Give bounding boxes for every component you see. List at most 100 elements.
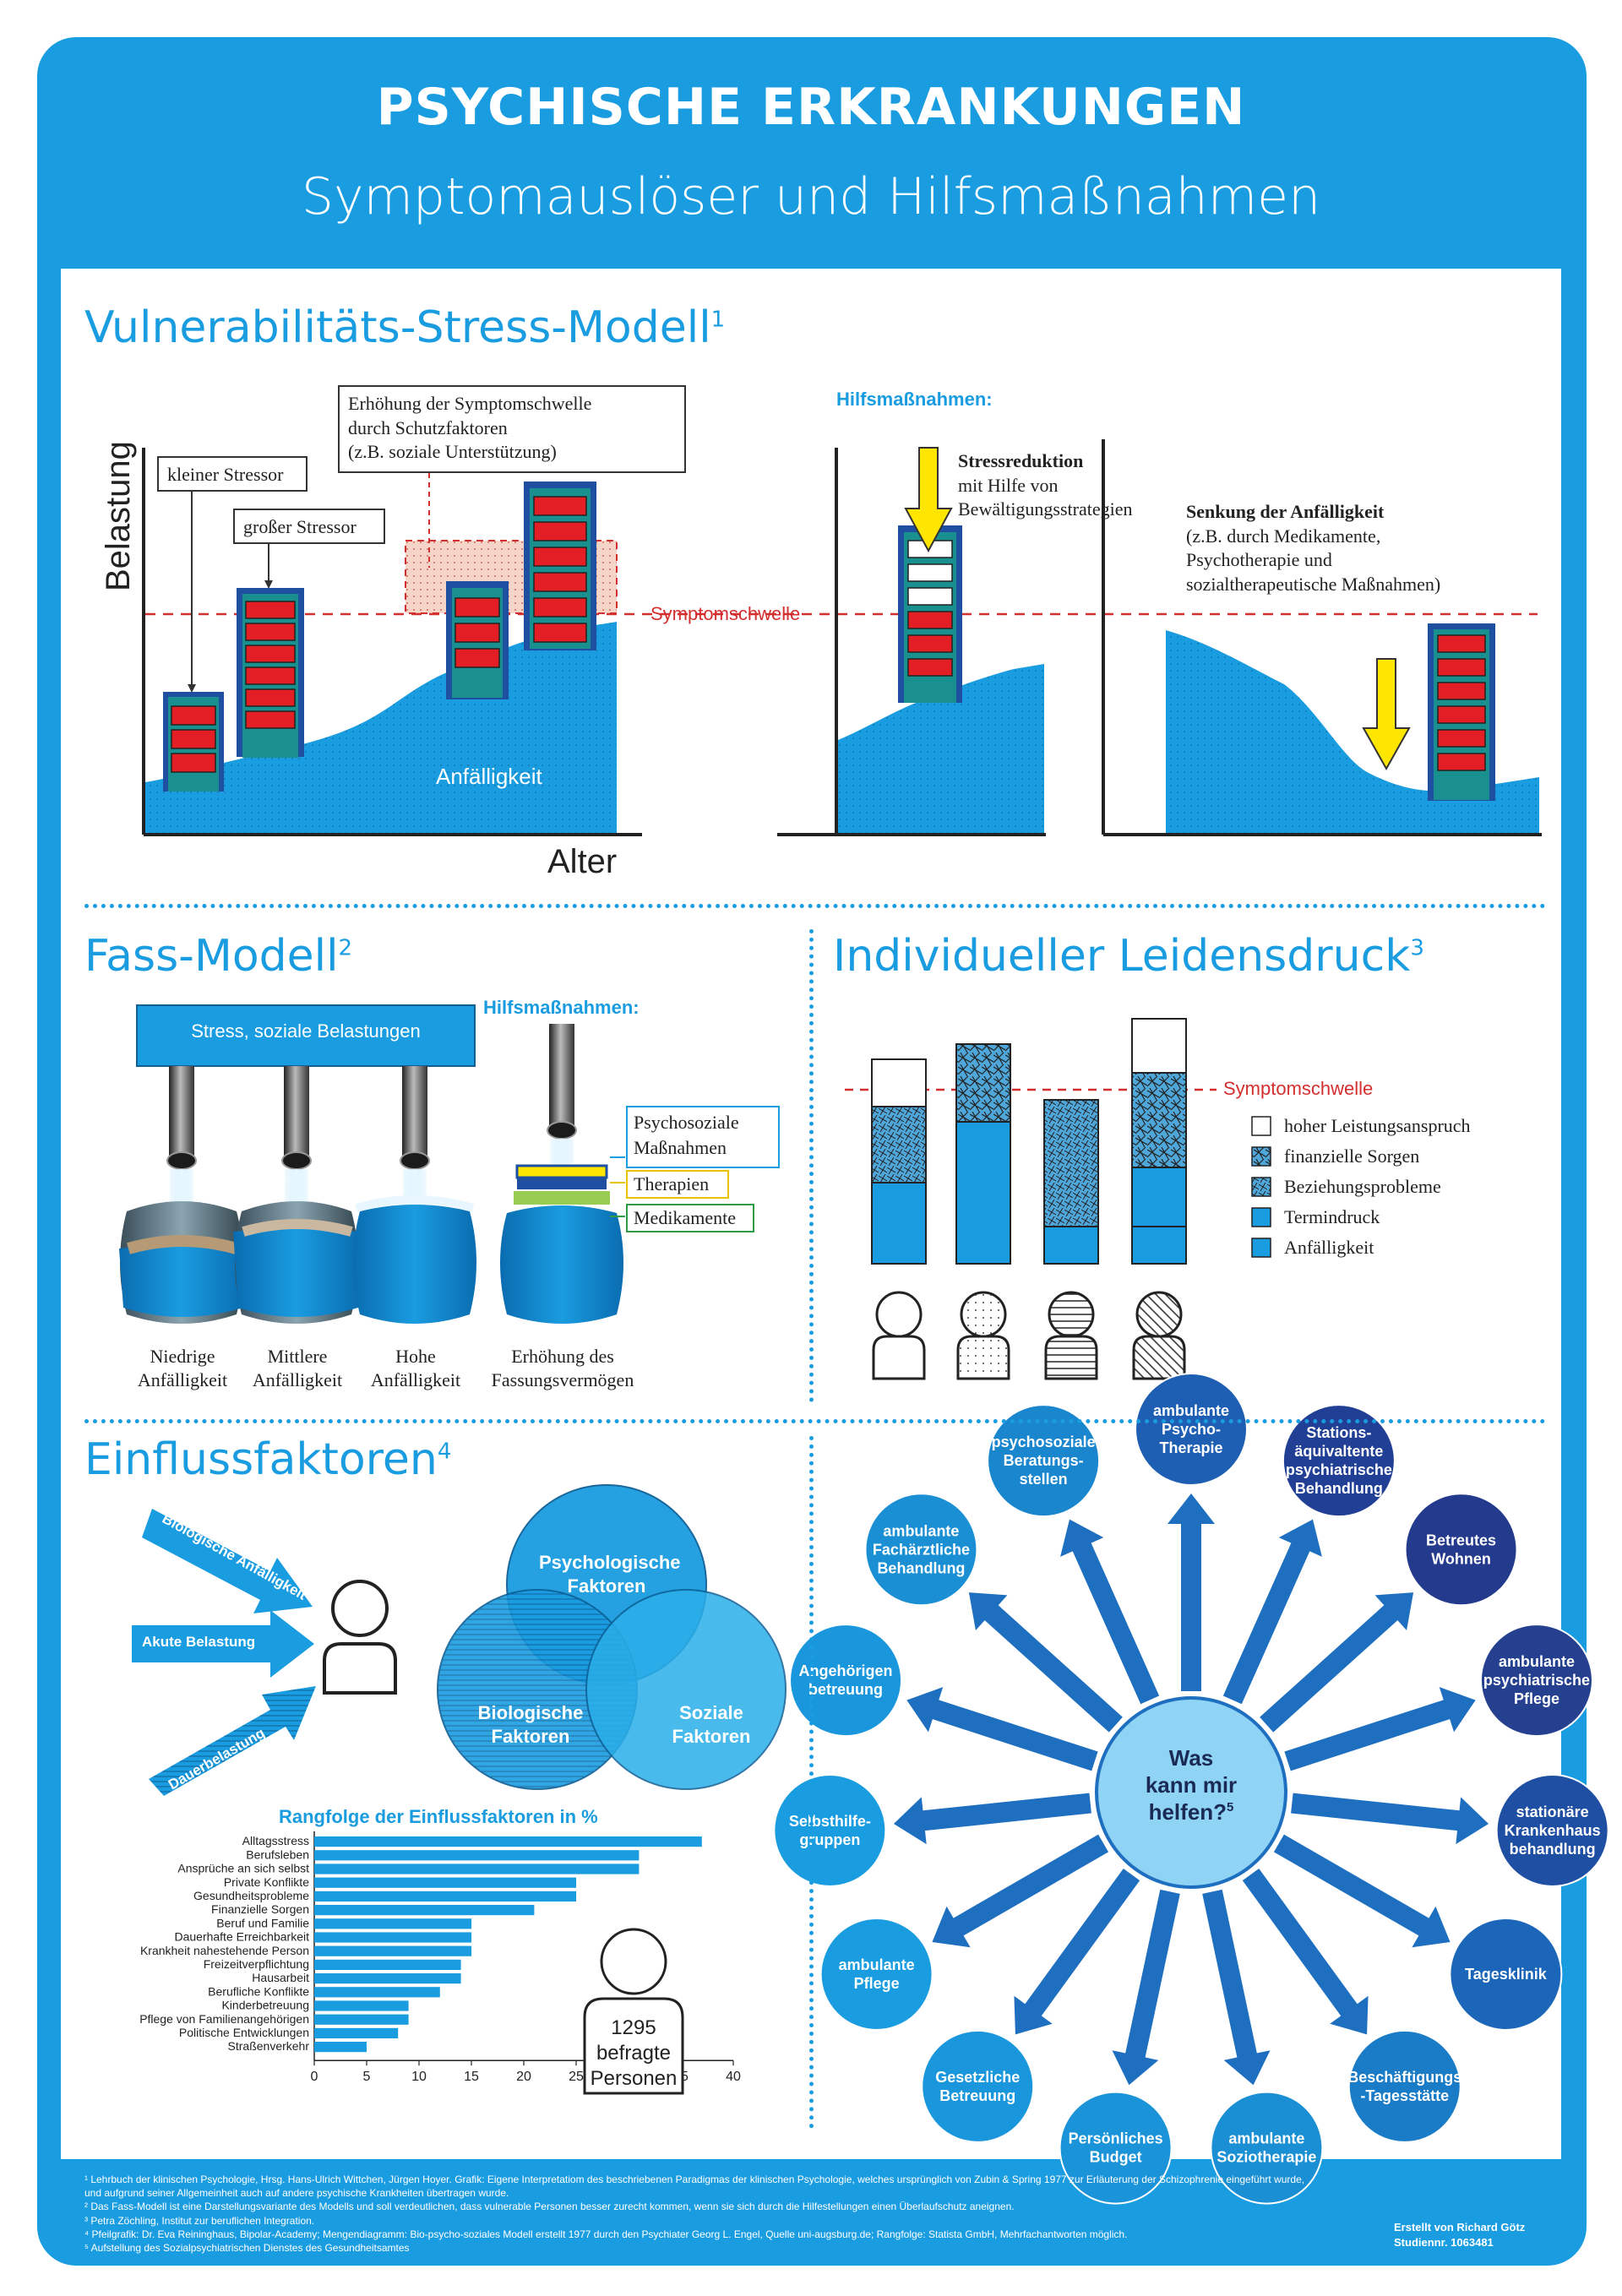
help-arrow [1202,1889,1271,2086]
leid-legend-3: Termindruck [1284,1206,1380,1227]
chart-category-label: Ansprüche an sich selbst [177,1862,309,1875]
help-option-label: Behandlung [877,1559,965,1576]
einfluss-heading: Einflussfaktoren4 [84,1434,451,1485]
lower-vulnerability-line-2: (z.B. durch Medikamente, [1186,525,1381,547]
help-option-label: psychiatrische [1286,1461,1392,1478]
help-option-label: ambulante [1499,1653,1575,1670]
help-option-label: Angehörigen [799,1662,893,1679]
legend-box-meds [626,1204,754,1232]
footnote-5: ⁵ Aufstellung des Sozialpsychiatrischen … [84,2241,410,2254]
help-option-label: äquivaltente [1294,1443,1383,1460]
help-center-label: Was [1169,1745,1214,1771]
help-option-label: Beschäftigungs [1347,2069,1461,2086]
chart-tick-label: 40 [726,2070,741,2084]
help-arrow [1291,1793,1489,1845]
chart-bar [314,2042,367,2053]
legend-box-therapy [626,1170,729,1199]
help-option-bubble [1479,1624,1593,1738]
help-arrow [1168,1493,1215,1691]
chart-bar [314,1918,471,1929]
respondents-line-2: befragte [596,2042,672,2065]
person-icon [1132,1291,1186,1380]
fass-help-title: Hilfsmaßnahmen: [483,997,640,1018]
chart-bar [314,1945,471,1956]
respondents-label: 1295 befragte Personen [585,2016,683,2092]
help-option-label: Pflege [1514,1690,1559,1707]
venn-label-bio: Biologische Faktoren [463,1701,598,1748]
chart-bar [314,1905,535,1916]
barrel-high-label-1: Hohe [395,1346,436,1367]
help-option-bubble [1282,1404,1396,1518]
chart-tick-label: 10 [411,2070,427,2084]
stressor-large [524,482,596,650]
chart-category-label: Hausarbeit [252,1971,309,1984]
person-icon [956,1291,1010,1380]
chart-category-label: Krankheit nahestehende Person [140,1944,309,1957]
credit: Erstellt von Richard Götz Studiennr. 106… [1394,2220,1525,2250]
chart-bar [314,2014,409,2025]
lower-vulnerability-text: Senkung der Anfälligkeit (z.B. durch Med… [1186,500,1440,596]
footnote-3: ³ Petra Zöchling, Institut zur beruflich… [84,2214,315,2227]
help-option-label: Krankenhaus [1505,1822,1601,1839]
einfluss-heading-text: Einflussfaktoren [84,1434,438,1485]
barrel-mid-label-2: Anfälligkeit [252,1368,343,1390]
callout-threshold-line-1: Erhöhung der Symptomschwelle [348,393,592,414]
stressor-big [237,588,304,758]
venn-label-soz: Soziale Faktoren [644,1701,779,1748]
help-option-bubble [1495,1773,1609,1887]
help-center-circle [1095,1696,1287,1889]
lower-vulnerability-line-4: sozialtherapeutische Maßnahmen) [1186,573,1441,595]
chart-category-label: Berufsleben [246,1847,309,1861]
help-option-label: Fachärztliche [873,1541,970,1558]
help-option-bubble [1449,1918,1563,2031]
barrel-high-label-2: Anfälligkeit [370,1368,461,1390]
chart-bar [314,1987,440,1998]
chart-tick-label: 15 [464,2070,479,2084]
help-option-bubble [987,1404,1101,1518]
barrel-increased [500,1164,623,1324]
leidensdruck-heading-text: Individueller Leidensdruck [833,931,1411,982]
chart-tick-label: 25 [569,2070,584,2084]
legend-therapy-text: Therapien [634,1173,710,1194]
stress-bar [136,1004,476,1067]
person-icon [323,1580,397,1695]
barrel-low [119,1201,244,1324]
stress-bar-label: Stress, soziale Belastungen [191,1020,421,1042]
chart-category-label: Alltagsstress [242,1834,309,1847]
leid-legend-2: Beziehungsprobleme [1284,1176,1441,1197]
stressor-mid [446,581,509,699]
legend-psycho-line-1: Psychosoziale [634,1112,739,1133]
help-option-bubble [1210,2091,1324,2205]
barrel-mid-label: Mittlere Anfälligkeit [240,1345,355,1391]
chart-category-label: Private Konflikte [224,1875,309,1889]
footnote-1: ¹ Lehrbuch der klinischen Psychologie, H… [84,2174,1305,2185]
chart-category-label: Finanzielle Sorgen [211,1902,309,1916]
leidensdruck-chart [845,1018,1271,1380]
chart-category-label: Freizeitverpflichtung [204,1957,309,1971]
vsm-heading-text: Vulnerabilitäts-Stress-Modell [84,302,711,353]
help-option-label: ambulante [1228,2130,1304,2147]
leid-legend-4: Anfälligkeit [1284,1237,1374,1258]
help-option-bubble [1347,2029,1461,2143]
help-option-bubble [773,1773,887,1887]
stress-reduction-line-3: Bewältigungsstrategien [958,498,1133,520]
help-option-label: stellen [1020,1471,1068,1488]
chart-tick-label: 0 [311,2070,318,2084]
chart-bar [314,1973,461,1984]
lower-vulnerability-title: Senkung der Anfälligkeit [1186,501,1385,522]
help-option-label: Therapie [1159,1439,1222,1456]
fass-diagram [119,1004,625,1324]
footnote-4: ⁴ Pfeilgrafik: Dr. Eva Reininghaus, Bipo… [84,2228,1128,2240]
callout-big-stressor: großer Stressor [233,509,385,544]
help-arrow [968,1592,1123,1733]
lower-vulnerability-line-3: Psychotherapie und [1186,549,1332,571]
help-option-label: psychosoziale [992,1434,1096,1450]
chart-category-label: Politische Entwicklungen [179,2026,309,2039]
help-option-bubble [1135,1373,1248,1486]
callout-threshold-line-3: (z.B. soziale Unterstützung) [348,441,557,463]
barrel-low-label-2: Anfälligkeit [137,1368,228,1390]
barrel-mid [233,1201,360,1324]
chart-category-label: Beruf und Familie [216,1916,309,1929]
fass-heading-text: Fass-Modell [84,931,339,982]
vsm-help-chart-1 [777,447,1046,836]
